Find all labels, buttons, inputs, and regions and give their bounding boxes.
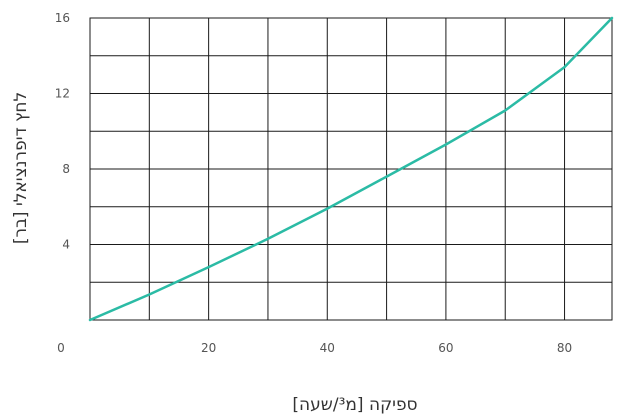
y-axis-ticks: 4 8 12 16 xyxy=(55,11,70,252)
y-axis-title: לחץ דיפרנציאלי [בר] xyxy=(11,92,31,244)
x-axis-ticks: 0 20 40 60 80 xyxy=(57,341,572,355)
x-tick-label: 40 xyxy=(320,341,335,355)
grid xyxy=(90,18,612,320)
y-tick-label: 4 xyxy=(62,238,70,252)
x-tick-label: 80 xyxy=(557,341,572,355)
x-tick-label: 0 xyxy=(57,341,65,355)
x-tick-label: 20 xyxy=(201,341,216,355)
x-tick-label: 60 xyxy=(438,341,453,355)
y-tick-label: 8 xyxy=(62,162,70,176)
y-tick-label: 12 xyxy=(55,87,70,101)
x-axis-title: ספיקה [מ³/שעה] xyxy=(292,395,417,415)
y-tick-label: 16 xyxy=(55,11,70,25)
